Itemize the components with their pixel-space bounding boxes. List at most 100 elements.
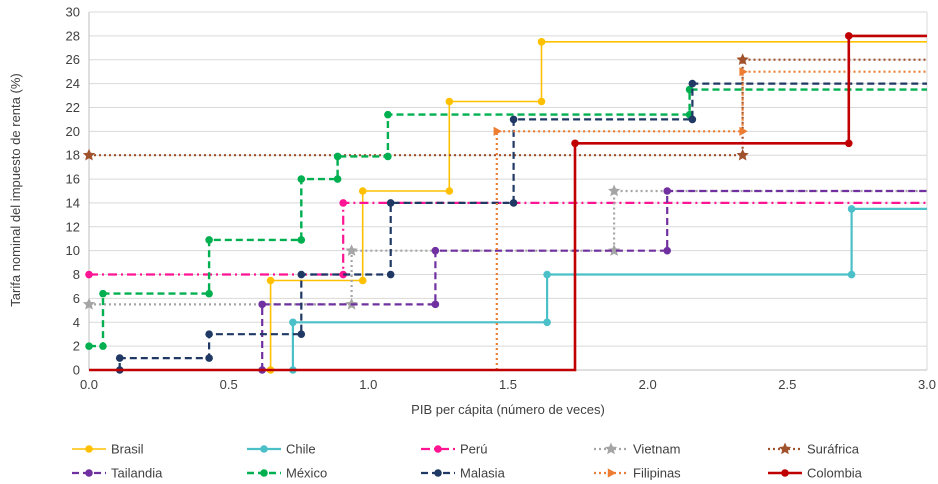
x-axis-label: PIB per cápita (número de veces) bbox=[411, 402, 605, 417]
legend-item: Filipinas bbox=[594, 466, 681, 481]
y-tick-label: 6 bbox=[73, 291, 80, 306]
y-tick-label: 20 bbox=[66, 124, 80, 139]
data-point bbox=[85, 342, 93, 350]
legend-marker bbox=[781, 469, 789, 477]
data-point bbox=[663, 187, 672, 195]
x-tick-label: 2.5 bbox=[778, 377, 796, 392]
x-tick-label: 2.0 bbox=[639, 377, 657, 392]
legend-label: Vietnam bbox=[633, 442, 680, 457]
data-point bbox=[297, 270, 306, 279]
series-9 bbox=[89, 32, 927, 372]
data-point bbox=[297, 175, 306, 183]
data-point bbox=[844, 32, 853, 40]
y-tick-label: 8 bbox=[73, 267, 80, 282]
series-line bbox=[89, 34, 927, 372]
y-tick-label: 2 bbox=[73, 339, 80, 354]
y-tick-label: 12 bbox=[66, 219, 80, 234]
y-tick-label: 14 bbox=[66, 195, 80, 210]
data-point bbox=[493, 126, 502, 136]
legend-label: Chile bbox=[286, 442, 316, 457]
data-point bbox=[739, 67, 748, 77]
legend-label: Tailandia bbox=[111, 466, 163, 481]
legend-item: Chile bbox=[247, 442, 316, 457]
data-point bbox=[297, 236, 306, 244]
series-line bbox=[89, 58, 927, 157]
y-tick-label: 30 bbox=[66, 5, 80, 20]
data-point bbox=[205, 236, 213, 244]
data-point bbox=[431, 300, 440, 309]
data-point bbox=[537, 97, 546, 106]
legend-label: Perú bbox=[460, 442, 487, 457]
y-tick-label: 22 bbox=[66, 100, 80, 115]
data-point bbox=[431, 246, 440, 255]
y-tick-label: 26 bbox=[66, 52, 80, 67]
y-tick-label: 4 bbox=[73, 315, 80, 330]
series-line bbox=[495, 70, 927, 370]
series-2 bbox=[85, 199, 927, 279]
data-point bbox=[739, 126, 748, 136]
legend-item: Colombia bbox=[768, 466, 863, 481]
legend-item: México bbox=[247, 466, 327, 481]
data-point bbox=[537, 38, 546, 46]
series-8 bbox=[493, 67, 927, 370]
series-line bbox=[269, 41, 927, 370]
series-line bbox=[89, 189, 927, 306]
series-0 bbox=[266, 38, 927, 374]
data-point bbox=[844, 139, 853, 148]
legend-label: Filipinas bbox=[633, 466, 681, 481]
data-point bbox=[847, 270, 856, 279]
legend-item: Tailandia bbox=[72, 466, 163, 481]
legend-item: Perú bbox=[421, 442, 487, 457]
series-7 bbox=[115, 79, 927, 374]
y-tick-label: 28 bbox=[66, 28, 80, 43]
y-tick-label: 0 bbox=[73, 363, 80, 378]
legend-marker bbox=[260, 445, 268, 453]
data-point bbox=[85, 270, 93, 279]
data-point bbox=[99, 342, 107, 350]
horizontal-gridlines bbox=[89, 11, 927, 347]
legend-item: Brasil bbox=[72, 442, 144, 457]
data-point bbox=[571, 139, 579, 148]
x-tick-label: 3.0 bbox=[918, 377, 936, 392]
data-point bbox=[289, 318, 297, 327]
data-point bbox=[384, 110, 392, 119]
data-point bbox=[205, 289, 213, 298]
legend-label: Malasia bbox=[460, 466, 506, 481]
data-point bbox=[688, 115, 697, 124]
x-tick-label: 0.0 bbox=[80, 377, 98, 392]
data-point bbox=[384, 152, 392, 161]
legend-item: Malasia bbox=[421, 466, 506, 481]
data-point bbox=[333, 152, 342, 161]
data-point bbox=[345, 244, 358, 256]
legend-marker bbox=[778, 442, 792, 455]
data-point bbox=[297, 330, 306, 339]
data-point bbox=[445, 97, 454, 106]
legend-marker bbox=[260, 469, 268, 477]
y-axis-label: Tarifa nominal del impuesto de renta (%) bbox=[8, 73, 23, 306]
legend-label: Suráfrica bbox=[807, 442, 860, 457]
data-point bbox=[358, 187, 367, 195]
data-point bbox=[82, 148, 96, 161]
legend-item: Suráfrica bbox=[768, 442, 860, 457]
y-tick-label: 18 bbox=[66, 148, 80, 163]
legend-label: Brasil bbox=[111, 442, 144, 457]
data-point bbox=[608, 184, 621, 197]
legend-marker bbox=[85, 445, 93, 453]
data-point bbox=[688, 79, 697, 88]
x-tick-label: 1.0 bbox=[359, 377, 377, 392]
legend-marker bbox=[607, 468, 617, 478]
data-point bbox=[358, 276, 367, 285]
data-point bbox=[339, 199, 347, 207]
legend-marker bbox=[434, 469, 442, 477]
series-6 bbox=[85, 85, 927, 350]
legend-marker bbox=[85, 469, 93, 477]
legend: Brasil Chile Perú Vietnam Suráfrica Tailandia… bbox=[72, 442, 863, 481]
series-5 bbox=[258, 187, 927, 374]
data-point bbox=[386, 270, 395, 279]
data-point bbox=[258, 300, 266, 309]
series-4 bbox=[82, 53, 927, 161]
data-point bbox=[99, 289, 107, 298]
data-point bbox=[205, 354, 213, 362]
